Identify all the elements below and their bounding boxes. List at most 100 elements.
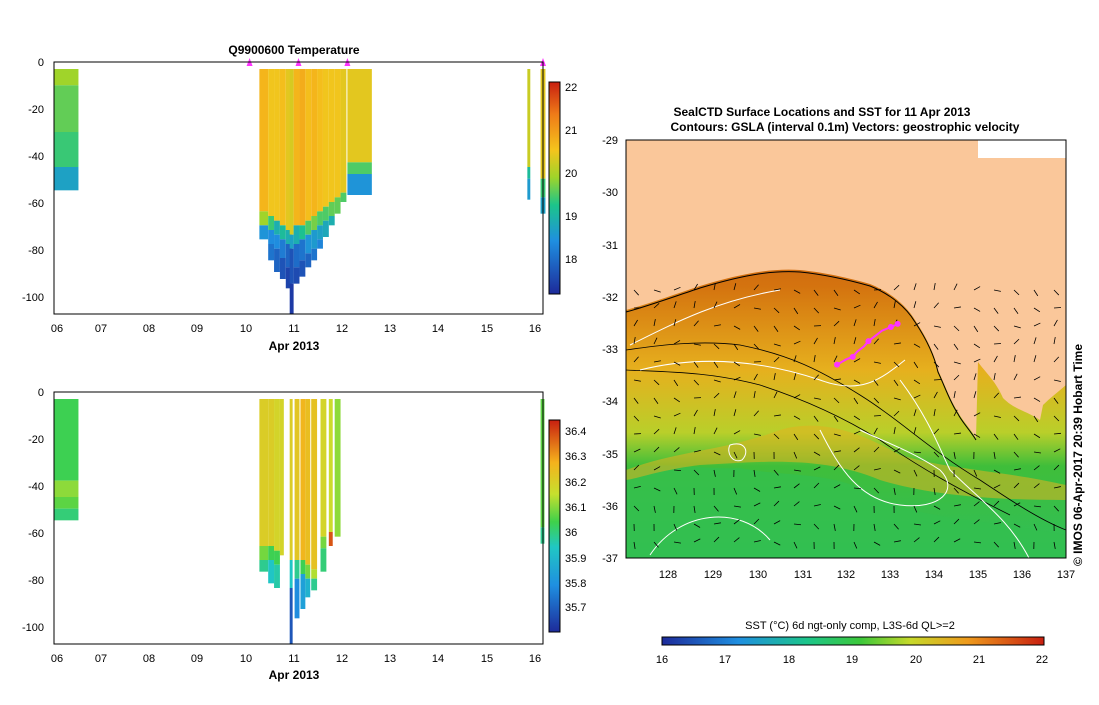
seal-location	[865, 338, 871, 344]
lat-tick-label: -36	[602, 501, 618, 513]
profile-cell	[341, 193, 347, 202]
sst-colorbar-tick-label: 22	[1036, 654, 1048, 666]
profile-cell	[527, 69, 530, 167]
profile-cell	[290, 560, 293, 588]
sst-colorbar-tick-label: 19	[846, 654, 858, 666]
profile-cell	[311, 249, 317, 261]
salinity-colorbar: 35.7 35.8 35.9 36 36.1 36.2 36.3 36.4	[549, 420, 586, 632]
x-tick-label: 11	[288, 653, 299, 665]
salinity-section-panel: 0 -20 -40 -60 -80 -100 06 07 08 09 10 11…	[22, 387, 586, 682]
y-tick-label: -60	[28, 528, 44, 540]
x-tick-label: 07	[95, 323, 107, 335]
temperature-colorbar: 18 19 20 21 22	[549, 82, 577, 294]
x-tick-label: 14	[432, 653, 444, 665]
profile-cell	[280, 69, 286, 225]
sst-colorbar-tick-label: 17	[719, 654, 731, 666]
profile-cell	[311, 569, 317, 578]
profile-cell	[299, 69, 305, 225]
profile-cell	[317, 225, 323, 239]
profile-cell	[268, 546, 274, 560]
profile-cell	[290, 69, 294, 235]
velocity-vector	[994, 343, 1001, 344]
temperature-x-label: Apr 2013	[269, 339, 320, 353]
map-x-axis: 128 129 130 131 132 133 134 135 136 137	[659, 569, 1075, 581]
x-tick-label: 09	[191, 653, 203, 665]
y-tick-label: -60	[28, 198, 44, 210]
lat-tick-label: -31	[602, 240, 618, 252]
profile-cell	[54, 509, 78, 521]
x-tick-label: 09	[191, 323, 203, 335]
profile-cell	[299, 239, 305, 260]
profile-cell	[280, 225, 286, 239]
profile-cell	[54, 481, 78, 497]
sst-colorbar-tick-label: 18	[783, 654, 795, 666]
x-tick-label: 14	[432, 323, 444, 335]
colorbar-tick-label: 36	[565, 527, 577, 539]
lat-tick-label: -33	[602, 344, 618, 356]
profile-cell	[300, 574, 305, 609]
colorbar-tick-label: 20	[565, 168, 577, 180]
x-tick-label: 08	[143, 653, 155, 665]
profile-cell	[268, 560, 274, 583]
profile-cell	[305, 235, 311, 254]
profile-cell	[280, 399, 284, 555]
profile-cell	[294, 225, 300, 244]
profile-cell	[280, 258, 286, 279]
sst-colorbar-ramp	[662, 637, 1044, 645]
velocity-vector	[934, 379, 941, 380]
map-title: SealCTD Surface Locations and SST for 11…	[674, 105, 971, 119]
x-tick-label: 16	[529, 653, 541, 665]
x-tick-label: 12	[336, 323, 348, 335]
profile-cell	[294, 267, 300, 283]
sst-map-panel: SealCTD Surface Locations and SST for 11…	[602, 105, 1085, 666]
profile-cell	[274, 249, 280, 272]
lon-tick-label: 131	[794, 569, 812, 581]
profile-cell	[294, 69, 300, 225]
profile-cell	[317, 211, 323, 225]
colorbar-tick-label: 35.8	[565, 578, 586, 590]
lat-tick-label: -30	[602, 187, 618, 199]
profile-cell	[329, 202, 335, 216]
lon-tick-label: 135	[969, 569, 987, 581]
profile-cell	[259, 399, 268, 546]
y-tick-label: -20	[28, 104, 44, 116]
x-tick-label: 11	[288, 323, 299, 335]
profile-cell	[305, 399, 310, 565]
profile-cell	[259, 560, 268, 572]
salinity-y-axis: 0 -20 -40 -60 -80 -100	[22, 387, 44, 634]
lon-tick-label: 137	[1057, 569, 1075, 581]
profile-cell	[317, 69, 323, 211]
profile-cell	[305, 579, 310, 598]
salinity-x-label: Apr 2013	[269, 668, 320, 682]
y-tick-label: -100	[22, 292, 44, 304]
profile-cell	[294, 244, 300, 267]
profile-cell	[305, 69, 311, 221]
salinity-profiles	[54, 399, 544, 644]
y-tick-label: -80	[28, 575, 44, 587]
profile-cell	[268, 399, 274, 546]
profile-cell	[54, 399, 78, 481]
profile-cell	[305, 565, 310, 579]
salinity-x-axis: 06 07 08 09 10 11 12 13 14 15 16	[51, 653, 541, 665]
profile-cell	[259, 211, 268, 225]
profile-cell	[259, 225, 268, 239]
colorbar-tick-label: 36.3	[565, 451, 586, 463]
profile-cell	[329, 216, 335, 225]
profile-cell	[290, 588, 293, 644]
colorbar-tick-label: 18	[565, 254, 577, 266]
profile-cell	[527, 167, 530, 179]
x-tick-label: 12	[336, 653, 348, 665]
profile-cell	[527, 179, 530, 200]
sst-colorbar-tick-label: 20	[910, 654, 922, 666]
profile-cell	[341, 69, 347, 193]
lon-tick-label: 130	[749, 569, 767, 581]
colorbar-tick-label: 35.7	[565, 602, 586, 614]
seal-location	[834, 362, 840, 368]
profile-cell	[274, 235, 280, 249]
colorbar-tick-label: 36.1	[565, 502, 586, 514]
colorbar-tick-label: 19	[565, 211, 577, 223]
salinity-colorbar-ramp	[549, 420, 560, 632]
y-tick-label: -40	[28, 481, 44, 493]
profile-cell	[54, 132, 78, 167]
